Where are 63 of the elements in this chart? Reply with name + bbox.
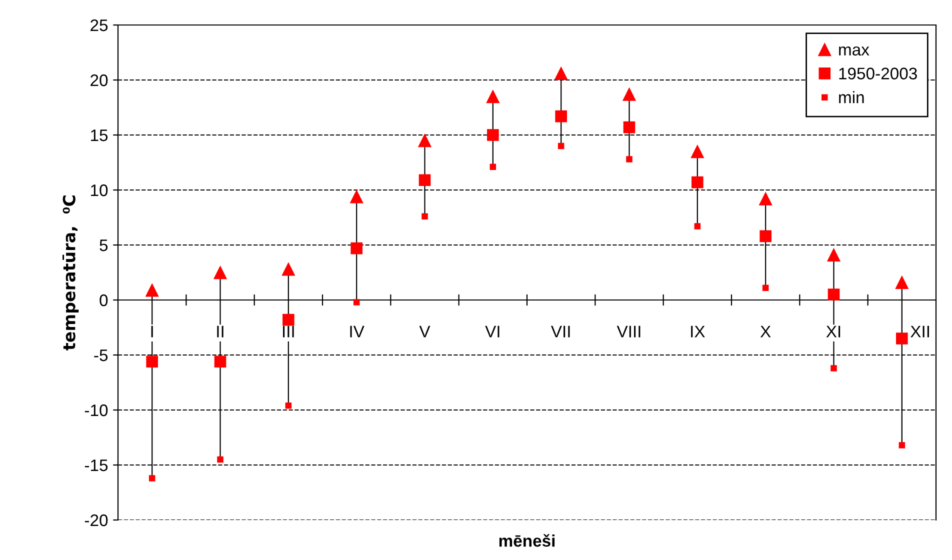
- point: [623, 121, 636, 134]
- x-tick-label: VIII: [616, 326, 640, 338]
- y-tick-label: 0: [100, 294, 108, 306]
- y-tick-label: 20: [90, 74, 108, 86]
- point: [418, 134, 432, 148]
- point: [214, 266, 227, 280]
- point: [350, 242, 362, 254]
- y-tick-label: 10: [91, 184, 108, 196]
- y-tick-label: 5: [100, 240, 108, 252]
- point: [827, 248, 840, 262]
- y-tick-label: -20: [84, 514, 108, 526]
- point: [350, 190, 364, 204]
- point: [558, 142, 564, 150]
- point: [554, 66, 568, 80]
- point: [555, 110, 567, 122]
- x-tick-label: I: [151, 326, 153, 338]
- legend-label: max: [839, 46, 870, 56]
- x-tick-label: V: [419, 326, 430, 338]
- y-tick-label: -15: [84, 460, 108, 472]
- x-tick-label: III: [283, 326, 294, 338]
- point: [622, 88, 636, 101]
- point: [353, 299, 360, 306]
- x-tick-label: II: [217, 326, 224, 338]
- point: [895, 276, 909, 289]
- point: [760, 230, 772, 242]
- point: [694, 223, 701, 230]
- x-tick-label: XII: [910, 326, 929, 338]
- point: [758, 192, 772, 206]
- y-tick-label: -10: [84, 404, 108, 416]
- x-axis-title: mēneši: [499, 534, 555, 547]
- point: [487, 129, 499, 141]
- point: [214, 356, 226, 368]
- point: [896, 332, 908, 344]
- x-tick-label: VI: [485, 326, 500, 338]
- point: [217, 456, 224, 463]
- x-tick-label: X: [760, 326, 771, 338]
- y-tick-label: -5: [94, 350, 108, 362]
- point: [830, 365, 837, 372]
- point: [692, 176, 704, 188]
- point: [145, 284, 159, 297]
- point: [422, 213, 428, 220]
- legend-label: min: [839, 91, 864, 104]
- point: [282, 314, 294, 326]
- point: [762, 284, 769, 292]
- x-tick-label: VII: [550, 326, 570, 338]
- y-tick-label: 15: [91, 130, 108, 142]
- point: [898, 442, 906, 448]
- point: [828, 288, 840, 300]
- point: [486, 90, 500, 104]
- x-tick-label: IV: [350, 326, 364, 338]
- point: [282, 262, 296, 276]
- y-axis-title: temperatūra, ⁰C: [62, 196, 79, 350]
- point: [690, 144, 704, 158]
- y-tick-label: 25: [90, 19, 108, 32]
- point: [146, 356, 158, 368]
- point: [490, 164, 496, 170]
- point: [418, 174, 431, 186]
- point: [285, 402, 292, 409]
- point: [626, 156, 632, 162]
- x-tick-label: IX: [691, 326, 705, 338]
- x-tick-label: XI: [826, 326, 840, 338]
- point: [148, 475, 156, 482]
- legend-label: 1950-2003: [839, 68, 917, 80]
